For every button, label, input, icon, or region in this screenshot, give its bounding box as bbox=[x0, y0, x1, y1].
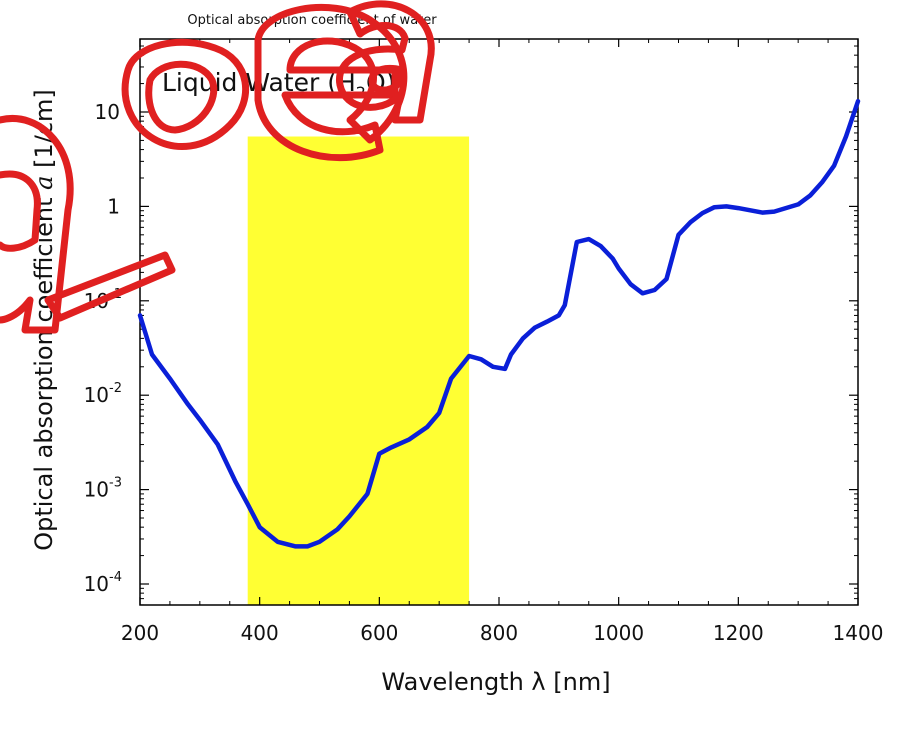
chart-title: Optical absorption coefficient of water bbox=[187, 13, 437, 28]
y-tick-label: 10-4 bbox=[84, 570, 122, 596]
axis-ticks bbox=[139, 39, 859, 606]
watermark-letter-a-right bbox=[336, 0, 435, 124]
watermark bbox=[0, 0, 435, 334]
x-tick-label: 1200 bbox=[713, 621, 764, 645]
x-tick-label: 600 bbox=[360, 621, 398, 645]
x-tick-label: 400 bbox=[241, 621, 279, 645]
y-tick-label: 1 bbox=[107, 194, 120, 218]
x-tick-label: 1400 bbox=[833, 621, 884, 645]
x-tick-labels: 200 400 600 800 1000 1200 1400 bbox=[121, 621, 884, 645]
x-axis-label: Wavelength λ [nm] bbox=[381, 668, 610, 696]
watermark-letter-a-top bbox=[121, 38, 249, 150]
x-tick-label: 1000 bbox=[593, 621, 644, 645]
watermark-letter-e bbox=[254, 3, 408, 162]
series-line-water bbox=[137, 98, 861, 549]
y-tick-label: 10-2 bbox=[84, 381, 122, 407]
watermark-letter-a-left bbox=[0, 115, 74, 334]
visible-range-band bbox=[247, 136, 470, 605]
x-tick-label: 800 bbox=[480, 621, 518, 645]
watermark-stroke-slash bbox=[44, 251, 176, 322]
y-tick-label: 10 bbox=[95, 100, 120, 124]
y-tick-label: 10-3 bbox=[84, 476, 122, 502]
x-tick-label: 200 bbox=[121, 621, 159, 645]
